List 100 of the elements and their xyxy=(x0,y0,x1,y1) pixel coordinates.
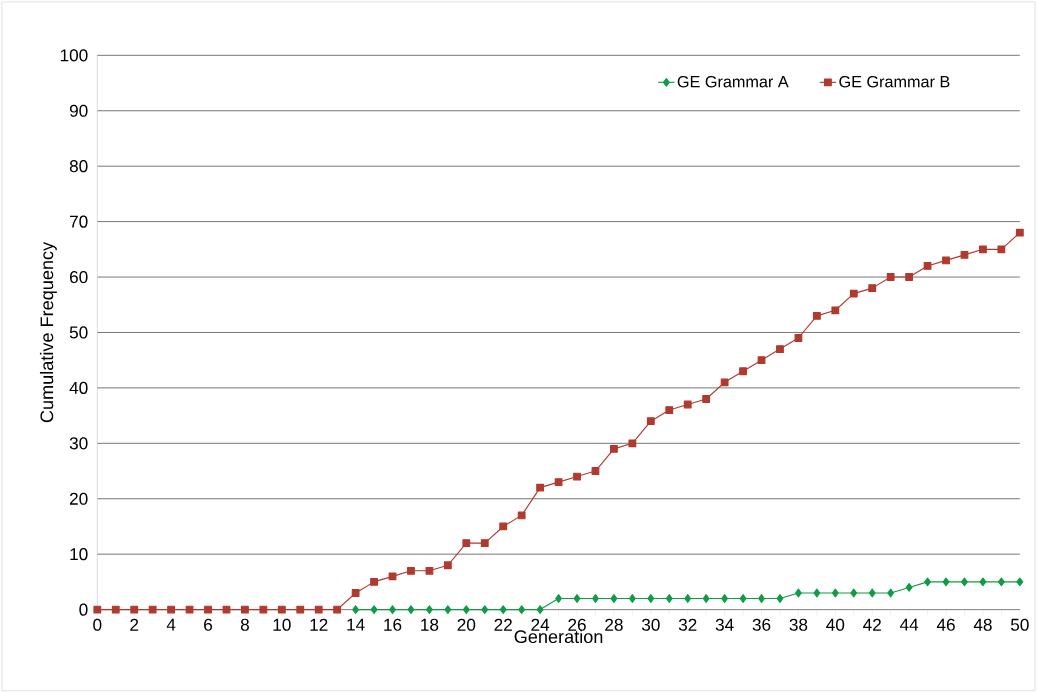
y-tick-label: 80 xyxy=(69,160,88,173)
point xyxy=(314,605,323,614)
y-tick-label: 20 xyxy=(69,492,88,506)
point xyxy=(646,417,655,426)
x-axis-title: Generation xyxy=(514,629,603,644)
point xyxy=(665,406,674,415)
y-tick-label: 40 xyxy=(69,382,88,395)
x-tick-label: 28 xyxy=(605,618,623,632)
point xyxy=(1015,228,1024,237)
y-tick-label: 100 xyxy=(60,49,88,62)
point xyxy=(720,378,729,387)
point xyxy=(628,439,637,448)
point xyxy=(573,594,581,604)
point xyxy=(148,605,157,614)
point xyxy=(499,522,508,531)
y-tick-label: 50 xyxy=(69,326,88,339)
point xyxy=(868,284,877,293)
x-tick-label: 2 xyxy=(130,618,139,631)
point xyxy=(333,605,342,614)
x-tick-label: 40 xyxy=(826,618,845,632)
point xyxy=(849,289,858,298)
x-tick-label: 42 xyxy=(863,618,881,631)
point xyxy=(886,273,895,282)
point xyxy=(905,273,914,282)
point xyxy=(887,588,895,598)
x-tick-label: 12 xyxy=(310,618,328,631)
point xyxy=(610,594,618,604)
y-axis-title: Cumulative Frequency xyxy=(39,242,57,423)
x-tick-label: 48 xyxy=(973,618,992,632)
x-tick-label: 24 xyxy=(531,618,550,631)
legend-label: GE Grammar B xyxy=(839,76,950,88)
x-tick-label: 44 xyxy=(899,618,919,631)
point xyxy=(554,478,563,487)
point xyxy=(499,605,507,615)
point xyxy=(979,245,987,254)
point xyxy=(647,594,655,604)
point xyxy=(536,483,545,492)
point xyxy=(942,256,950,265)
point xyxy=(812,312,821,320)
point xyxy=(776,345,784,354)
point xyxy=(389,605,396,615)
point xyxy=(831,306,840,315)
point xyxy=(794,588,802,598)
point xyxy=(960,251,969,259)
point xyxy=(204,605,212,614)
point xyxy=(592,594,599,604)
point xyxy=(407,567,415,575)
point xyxy=(351,589,360,598)
x-tick-label: 18 xyxy=(421,618,439,632)
x-tick-label: 38 xyxy=(789,618,808,632)
point xyxy=(757,356,766,365)
point xyxy=(518,605,526,615)
x-tick-label: 50 xyxy=(1010,618,1029,632)
point xyxy=(407,605,415,615)
point xyxy=(277,605,286,614)
point xyxy=(573,472,581,481)
point xyxy=(665,594,673,604)
point xyxy=(1016,577,1024,587)
y-tick-label: 10 xyxy=(70,548,88,561)
x-tick-label: 14 xyxy=(347,618,365,631)
x-tick-label: 8 xyxy=(240,618,249,632)
point xyxy=(997,577,1005,587)
point xyxy=(222,605,231,614)
y-tick-label: 90 xyxy=(69,104,88,118)
point xyxy=(130,605,139,614)
legend-label: GE Grammar A xyxy=(677,76,789,88)
x-tick-label: 10 xyxy=(273,618,291,632)
point xyxy=(462,605,470,615)
point xyxy=(924,577,932,587)
y-tick-label: 30 xyxy=(69,437,88,450)
point xyxy=(370,578,378,586)
point xyxy=(961,577,968,587)
x-tick-label: 32 xyxy=(678,618,697,632)
point xyxy=(923,262,932,271)
point xyxy=(443,561,452,570)
point xyxy=(905,583,913,593)
point xyxy=(370,605,378,615)
point xyxy=(462,539,471,548)
point xyxy=(241,605,249,614)
point xyxy=(610,445,618,453)
point xyxy=(794,334,803,343)
x-tick-label: 20 xyxy=(457,618,476,632)
point xyxy=(296,605,305,614)
x-tick-label: 36 xyxy=(752,618,771,632)
point xyxy=(444,605,452,615)
point xyxy=(850,588,858,598)
point xyxy=(481,605,489,615)
point xyxy=(517,511,526,520)
point xyxy=(167,605,176,614)
point xyxy=(739,367,747,376)
point xyxy=(352,605,360,615)
point xyxy=(831,588,839,598)
point xyxy=(942,577,950,587)
point xyxy=(185,605,194,614)
point xyxy=(758,594,765,604)
point xyxy=(259,605,268,614)
point xyxy=(684,594,692,604)
point xyxy=(776,594,784,604)
point xyxy=(702,594,710,604)
point xyxy=(628,594,636,604)
